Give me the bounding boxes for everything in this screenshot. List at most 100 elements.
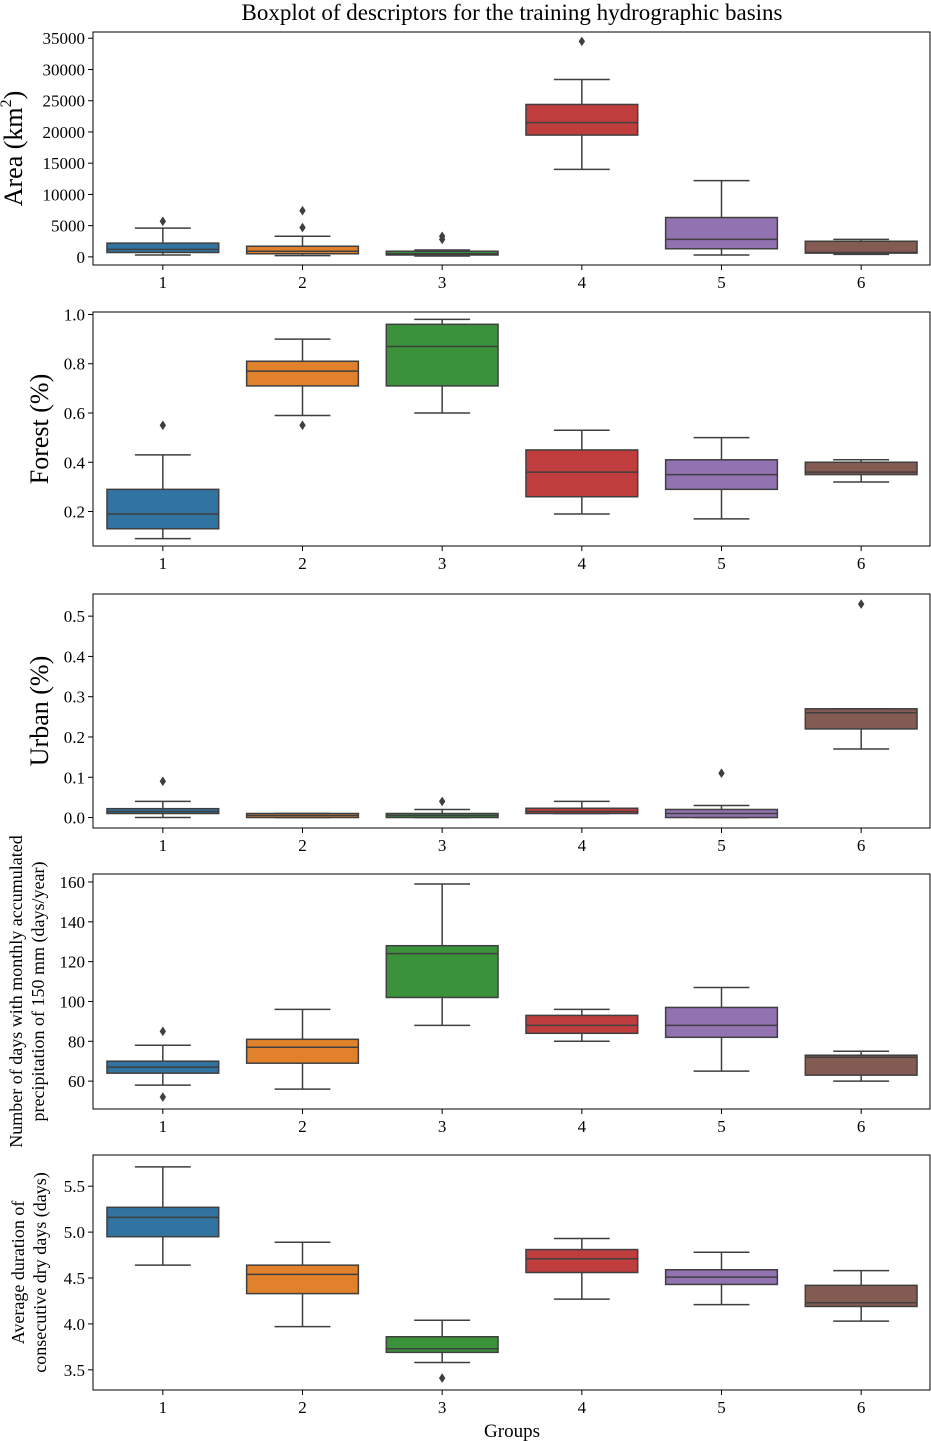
box-group-5 <box>664 1251 779 1306</box>
y-tick-label: 0.3 <box>64 688 85 707</box>
x-tick-label: 1 <box>159 273 168 292</box>
box-group-6 <box>804 599 918 750</box>
y-axis-label: Urban (%) <box>25 656 54 766</box>
outlier-point <box>159 1026 167 1037</box>
x-tick-label: 3 <box>438 1117 447 1136</box>
x-tick-label: 6 <box>857 273 866 292</box>
y-tick-label: 140 <box>60 913 86 932</box>
box-iqr <box>664 216 779 250</box>
chart-panel-1: 0 5000 10000 15000 20000 25000 30000 35000 1 2 3 4 5… <box>0 29 931 292</box>
x-tick-label: 6 <box>857 1398 866 1417</box>
x-tick-label: 3 <box>438 836 447 855</box>
outlier-point <box>438 796 446 807</box>
y-tick-label: 5000 <box>51 217 85 236</box>
box-group-3 <box>385 796 499 819</box>
box-group-6 <box>804 238 918 256</box>
y-tick-label: 60 <box>68 1072 85 1091</box>
axes-frame <box>92 31 931 266</box>
box-group-6 <box>804 1050 918 1082</box>
box-group-2 <box>245 338 360 431</box>
box-group-1 <box>106 216 220 256</box>
box-iqr <box>804 708 918 730</box>
box-iqr <box>106 488 220 530</box>
axes-frame <box>92 311 931 547</box>
axes-frame <box>92 873 931 1110</box>
box-group-3 <box>385 231 499 257</box>
y-tick-label: 0.8 <box>64 355 85 374</box>
x-tick-label: 5 <box>717 273 726 292</box>
outlier-point <box>159 216 167 227</box>
outlier-point <box>159 420 167 431</box>
box-group-4 <box>525 1008 639 1043</box>
box-group-2 <box>245 812 360 819</box>
box-group-5 <box>664 436 779 520</box>
y-tick-label: 160 <box>60 873 86 892</box>
box-iqr <box>525 1248 639 1274</box>
y-axis-label: Number of days with monthly accumulated <box>6 835 26 1147</box>
box-group-6 <box>804 459 918 483</box>
outlier-point <box>299 420 306 431</box>
box-iqr <box>245 1264 360 1295</box>
x-tick-label: 3 <box>438 1398 447 1417</box>
x-tick-label: 1 <box>159 1398 168 1417</box>
box-iqr <box>106 242 220 254</box>
box-group-6 <box>804 1269 918 1322</box>
box-group-5 <box>664 179 779 256</box>
x-tick-label: 1 <box>159 1117 168 1136</box>
outlier-point <box>159 1092 167 1102</box>
x-tick-label: 4 <box>578 836 587 855</box>
box-group-2 <box>245 1241 360 1328</box>
box-iqr <box>804 1284 918 1308</box>
chart-panel-3: 0.0 0.1 0.2 0.3 0.4 0.5 1 2 3 4 5 6 Urban (%) <box>25 593 931 855</box>
x-tick-label: 4 <box>578 1117 587 1136</box>
box-iqr <box>804 240 918 254</box>
box-iqr <box>245 1038 360 1064</box>
y-tick-label: 10000 <box>43 185 86 204</box>
box-group-3 <box>385 1319 499 1383</box>
outlier-point <box>299 205 306 216</box>
outlier-point <box>438 1373 446 1383</box>
box-iqr <box>525 449 639 498</box>
box-iqr <box>385 323 499 387</box>
x-tick-label: 4 <box>578 273 587 292</box>
x-tick-label: 6 <box>857 1117 866 1136</box>
y-tick-label: 35000 <box>43 29 86 48</box>
x-tick-label: 4 <box>578 554 587 573</box>
y-tick-label: 30000 <box>43 60 86 79</box>
outlier-point <box>718 768 725 779</box>
y-tick-label: 4.0 <box>64 1315 85 1334</box>
y-tick-label: 80 <box>68 1032 85 1051</box>
x-tick-label: 5 <box>717 1398 726 1417</box>
box-group-4 <box>525 800 639 815</box>
box-group-2 <box>245 205 360 257</box>
box-group-5 <box>664 986 779 1072</box>
x-tick-label: 2 <box>298 1117 307 1136</box>
x-tick-label: 6 <box>857 836 866 855</box>
box-iqr <box>385 1336 499 1354</box>
box-group-1 <box>106 776 220 819</box>
axes-frame <box>92 1154 931 1391</box>
chart-panel-2: 0.2 0.4 0.6 0.8 1.0 1 2 3 4 5 6 Forest (%) <box>25 305 931 573</box>
x-axis-label: Groups <box>484 1421 540 1441</box>
box-iqr <box>525 1014 639 1035</box>
y-tick-label: 0.6 <box>64 404 85 423</box>
y-axis-label: Forest (%) <box>25 374 54 484</box>
outlier-point <box>857 599 865 609</box>
box-iqr <box>525 103 639 136</box>
outlier-point <box>299 222 306 233</box>
x-tick-label: 6 <box>857 554 866 573</box>
x-tick-label: 2 <box>298 554 307 573</box>
y-axis-label: Area (km2) <box>0 91 28 207</box>
x-tick-label: 4 <box>578 1398 587 1417</box>
y-tick-label: 0 <box>77 248 86 267</box>
axes-frame <box>92 593 931 829</box>
chart-panel-5: 3.5 4.0 4.5 5.0 5.5 1 2 3 4 5 6 Average duration of… <box>8 1154 931 1441</box>
y-tick-label: 100 <box>60 992 86 1011</box>
x-tick-label: 3 <box>438 273 447 292</box>
chart-title: Boxplot of descriptors for the training … <box>241 0 783 25</box>
box-group-4 <box>525 36 639 171</box>
outlier-point <box>159 776 167 787</box>
x-tick-label: 2 <box>298 1398 307 1417</box>
box-iqr <box>245 360 360 387</box>
